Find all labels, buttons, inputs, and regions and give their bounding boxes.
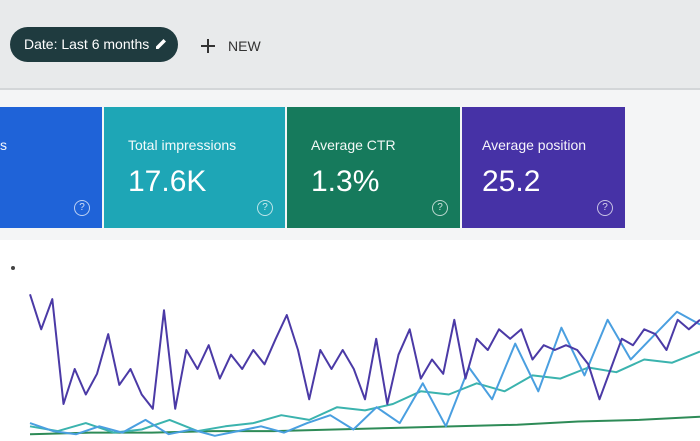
help-icon[interactable]: ? xyxy=(74,200,90,216)
series-line xyxy=(29,415,700,436)
metric-label: s xyxy=(0,137,7,153)
help-icon[interactable]: ? xyxy=(432,200,448,216)
dot xyxy=(11,266,15,270)
chart xyxy=(0,240,700,441)
new-button[interactable]: NEW xyxy=(200,37,261,55)
metric-label: Total impressions xyxy=(128,137,237,153)
metric-card[interactable]: Average position 25.2? xyxy=(462,107,625,228)
chart-background xyxy=(0,240,700,441)
series-line xyxy=(29,293,700,410)
metric-value: 1.3% xyxy=(311,165,380,198)
metric-card[interactable]: Average CTR 1.3%? xyxy=(287,107,460,228)
metric-card[interactable]: s? xyxy=(0,107,102,228)
metric-label: Average CTR xyxy=(311,137,396,153)
metric-value: 25.2 xyxy=(482,165,541,198)
help-icon[interactable]: ? xyxy=(257,200,273,216)
pencil-icon xyxy=(156,39,166,49)
metric-card[interactable]: Total impressions 17.6K? xyxy=(104,107,285,228)
date-chip[interactable]: Date: Last 6 months xyxy=(10,27,178,62)
help-icon[interactable]: ? xyxy=(597,200,613,216)
plus-icon xyxy=(201,39,215,53)
new-label: NEW xyxy=(228,38,261,54)
date-chip-label: Date: Last 6 months xyxy=(24,36,150,52)
metric-value: 17.6K xyxy=(128,165,207,198)
toolbar: Date: Last 6 months NEW xyxy=(0,0,700,90)
metric-label: Average position xyxy=(482,137,587,153)
